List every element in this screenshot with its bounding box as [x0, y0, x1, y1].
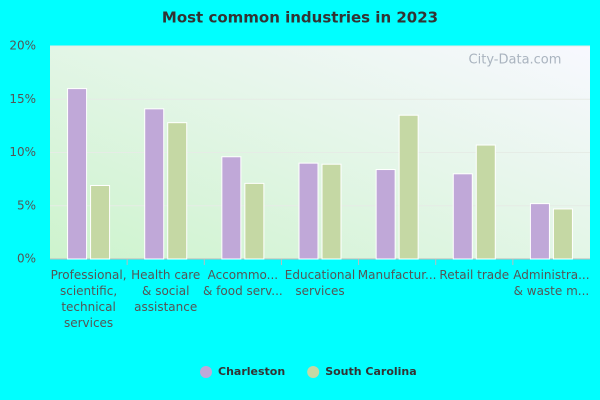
- y-tick-label: 0%: [17, 252, 36, 266]
- x-tick-label: Educational services: [285, 268, 355, 298]
- bar: [552, 208, 573, 260]
- bar: [529, 203, 550, 260]
- bar: [244, 182, 265, 260]
- bar: [167, 122, 188, 260]
- bar: [475, 144, 496, 260]
- legend-swatch: [307, 366, 320, 378]
- bar: [398, 114, 419, 260]
- legend-label: Charleston: [218, 365, 285, 378]
- x-tick-label: Administra... & waste m...: [513, 268, 589, 298]
- bar: [321, 163, 342, 260]
- bar: [298, 162, 319, 260]
- watermark: City-Data.com: [469, 53, 562, 68]
- bar: [375, 169, 396, 260]
- chart-title: Most common industries in 2023: [162, 9, 438, 27]
- x-tick-label: Manufactur...: [358, 268, 437, 282]
- y-tick-label: 20%: [9, 39, 36, 53]
- bar: [90, 185, 111, 260]
- y-tick-label: 5%: [17, 198, 36, 212]
- x-tick-label: Professional, scientific, technical service…: [51, 268, 127, 330]
- legend-label: South Carolina: [325, 365, 417, 378]
- y-tick-label: 10%: [9, 145, 36, 159]
- legend-swatch: [200, 366, 212, 378]
- bar: [452, 173, 473, 260]
- y-tick-label: 15%: [9, 92, 36, 106]
- bar: [67, 88, 88, 260]
- bar: [144, 108, 165, 260]
- bar: [221, 156, 242, 260]
- x-tick-label: Accommo... & food serv...: [203, 268, 283, 298]
- x-tick-label: Retail trade: [439, 268, 509, 282]
- x-tick-label: Health care & social assistance: [131, 268, 200, 314]
